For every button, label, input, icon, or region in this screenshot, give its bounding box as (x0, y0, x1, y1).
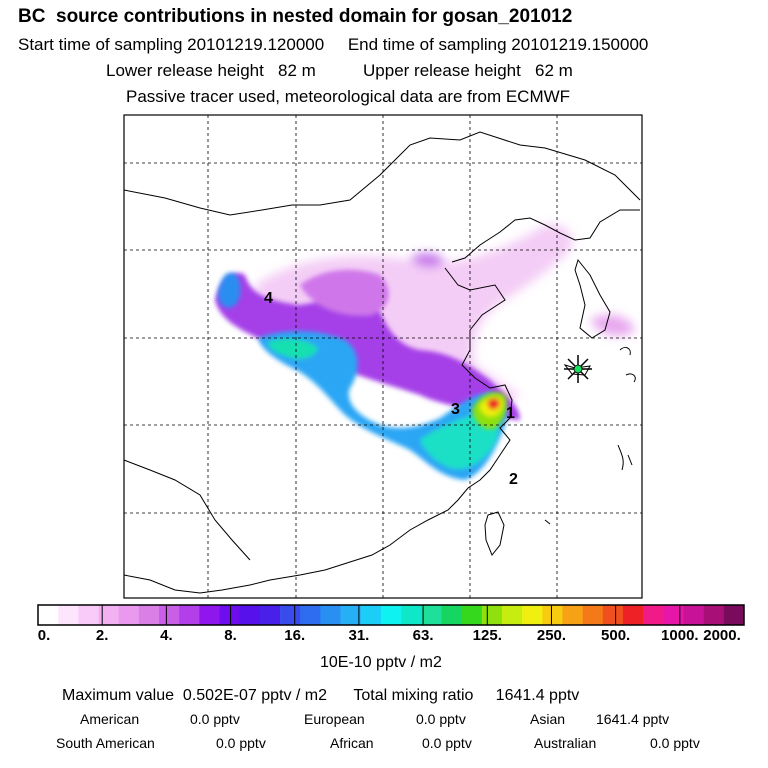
colorbar-cell (219, 605, 241, 625)
colorbar-cell (179, 605, 200, 625)
european-label: European (304, 711, 365, 727)
colorbar-cell (461, 605, 483, 625)
colorbar-cell (501, 605, 523, 625)
american-value: 0.0 pptv (190, 711, 240, 727)
american-label: American (80, 711, 140, 727)
sampling-times: Start time of sampling 20101219.120000 E… (18, 35, 649, 54)
colorbar-cell (602, 605, 624, 625)
colorbar-cell (522, 605, 543, 625)
colorbar-cell (259, 605, 281, 625)
colorbar-cell (542, 605, 563, 625)
source-label-4: 4 (264, 290, 273, 307)
asian-value: 1641.4 pptv (596, 711, 670, 727)
colorbar-tick-label: 8. (224, 627, 237, 644)
receptor-star-icon (564, 355, 592, 383)
gridlines (124, 115, 642, 598)
coastlines (123, 131, 641, 594)
colorbar-cell (199, 605, 220, 625)
colorbar-cell (138, 605, 160, 625)
release-heights: Lower release height 82 m Upper release … (106, 61, 573, 80)
colorbar-cell (58, 605, 79, 625)
african-label: African (330, 735, 374, 751)
source-label-1: 1 (506, 405, 515, 422)
plume-outer (255, 224, 635, 403)
colorbar-tick-label: 1000. (661, 627, 699, 644)
colorbar-cell (38, 605, 59, 625)
colorbar-cell (320, 605, 341, 625)
colorbar-tick-label: 0. (37, 627, 51, 644)
colorbar-cell (380, 605, 402, 625)
colorbar-cell (118, 605, 140, 625)
colorbar-tick-label: 31. (348, 627, 370, 644)
colorbar-cell (703, 605, 725, 625)
colorbar-cell (421, 605, 442, 625)
colorbar-cell (663, 605, 684, 625)
colorbar-cell (622, 605, 644, 625)
asian-label: Asian (530, 711, 566, 727)
plot-title: BC source contributions in nested domain… (18, 6, 573, 27)
south-american-label: South American (56, 735, 155, 751)
colorbar-cell (723, 605, 745, 625)
colorbar-cell (239, 605, 261, 625)
plume-hotspot (472, 392, 507, 430)
colorbar-cell (78, 605, 99, 625)
source-label-2: 2 (509, 471, 518, 488)
map-frame (123, 114, 643, 599)
colorbar-cell (562, 605, 583, 625)
colorbar-cell (98, 605, 119, 625)
colorbar-cell (683, 605, 704, 625)
colorbar-cell (401, 605, 422, 625)
australian-label: Australian (534, 735, 597, 751)
colorbar-cell (340, 605, 362, 625)
colorbar-tick-label: 4. (160, 627, 173, 644)
colorbar-cell (280, 605, 301, 625)
plume-purple (215, 269, 520, 420)
australian-value: 0.0 pptv (650, 735, 700, 751)
tracer-info: Passive tracer used, meteorological data… (126, 87, 571, 106)
colorbar-cell (360, 605, 382, 625)
colorbar-cell (441, 605, 462, 625)
colorbar-tick-label: 16. (284, 627, 306, 644)
colorbar-unit: 10E-10 pptv / m2 (320, 654, 442, 671)
african-value: 0.0 pptv (422, 735, 472, 751)
colorbar-tick-label: 2. (95, 627, 109, 644)
colorbar-cell (582, 605, 604, 625)
colorbar-tick-label: 63. (412, 627, 434, 644)
colorbar (37, 604, 745, 626)
source-label-3: 3 (451, 401, 460, 418)
colorbar-cell (300, 605, 321, 625)
colorbar-tick-label: 125. (472, 627, 502, 644)
summary-max-total: Maximum value 0.502E-07 pptv / m2 Total … (62, 687, 580, 704)
colorbar-tick-label: 250. (536, 627, 567, 644)
colorbar-cell (481, 605, 503, 625)
colorbar-tick-label: 500. (601, 627, 631, 644)
european-value: 0.0 pptv (416, 711, 466, 727)
colorbar-frame (37, 604, 745, 626)
colorbar-cell (159, 605, 180, 625)
colorbar-cell (643, 605, 664, 625)
colorbar-tick-label: 2000. (703, 627, 741, 644)
south-american-value: 0.0 pptv (216, 735, 266, 751)
